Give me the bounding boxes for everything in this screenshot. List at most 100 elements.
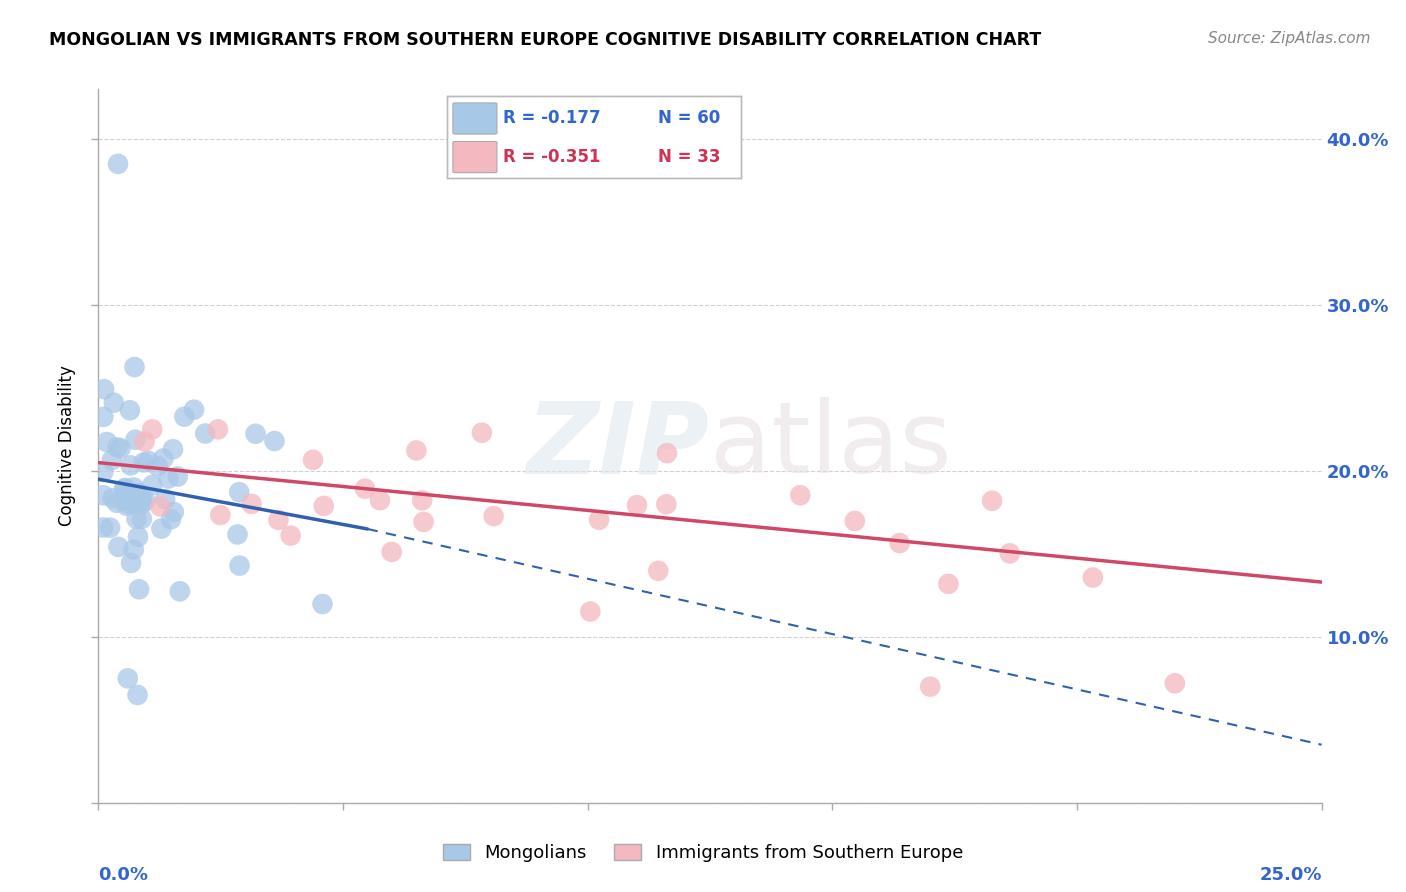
Point <box>127 530 149 544</box>
Point <box>938 577 960 591</box>
Point <box>228 485 250 500</box>
Point <box>93 382 115 396</box>
Point <box>107 540 129 554</box>
Point <box>91 488 114 502</box>
Point <box>122 481 145 495</box>
Point <box>114 481 136 495</box>
Point <box>120 458 142 473</box>
Point <box>209 508 232 522</box>
Point <box>96 434 118 449</box>
Point <box>122 542 145 557</box>
Point <box>131 512 153 526</box>
Text: atlas: atlas <box>710 398 952 494</box>
Point <box>117 671 139 685</box>
Point <box>152 451 174 466</box>
Point <box>789 488 811 502</box>
Point <box>131 497 153 511</box>
Text: 25.0%: 25.0% <box>1260 866 1322 884</box>
Point <box>124 359 146 374</box>
Point <box>136 454 159 468</box>
Point <box>153 491 176 506</box>
Point <box>150 522 173 536</box>
Point <box>412 515 434 529</box>
Point <box>166 469 188 483</box>
Point <box>1164 676 1187 690</box>
Point <box>226 527 249 541</box>
Point <box>998 546 1021 560</box>
Point <box>101 491 124 506</box>
Point <box>103 395 125 409</box>
Point <box>125 512 148 526</box>
Point <box>920 680 942 694</box>
Point <box>312 499 335 513</box>
Point <box>411 493 433 508</box>
Point <box>107 157 129 171</box>
Point <box>183 402 205 417</box>
Point <box>163 505 186 519</box>
Point <box>101 453 124 467</box>
Point <box>263 434 285 448</box>
Point <box>240 497 263 511</box>
Point <box>207 422 229 436</box>
Point <box>381 545 404 559</box>
Point <box>228 558 250 573</box>
Point <box>120 556 142 570</box>
Point <box>655 497 678 511</box>
Point <box>579 605 602 619</box>
Point <box>981 493 1004 508</box>
Point <box>146 459 169 474</box>
Point <box>160 512 183 526</box>
Text: Source: ZipAtlas.com: Source: ZipAtlas.com <box>1208 31 1371 46</box>
Point <box>173 409 195 424</box>
Point <box>280 528 302 542</box>
Legend: Mongolians, Immigrants from Southern Europe: Mongolians, Immigrants from Southern Eur… <box>436 837 970 870</box>
Point <box>626 498 648 512</box>
Point <box>157 471 180 485</box>
Point <box>91 465 114 479</box>
Point <box>588 513 610 527</box>
Point <box>471 425 494 440</box>
Point <box>115 499 138 513</box>
Point <box>482 509 505 524</box>
Text: 0.0%: 0.0% <box>98 866 149 884</box>
Point <box>131 491 153 506</box>
Point <box>127 688 149 702</box>
Point <box>105 441 128 455</box>
Point <box>194 426 217 441</box>
Point <box>112 482 135 496</box>
Point <box>105 496 128 510</box>
Point <box>114 494 136 508</box>
Point <box>655 446 678 460</box>
Y-axis label: Cognitive Disability: Cognitive Disability <box>58 366 76 526</box>
Point <box>844 514 866 528</box>
Point <box>162 442 184 457</box>
Point <box>128 486 150 500</box>
Point <box>141 478 163 492</box>
Point <box>134 493 156 508</box>
Point <box>169 584 191 599</box>
Point <box>141 422 163 436</box>
Text: ZIP: ZIP <box>527 398 710 494</box>
Point <box>889 536 911 550</box>
Point <box>149 500 172 514</box>
Point <box>110 442 132 456</box>
Point <box>91 520 114 534</box>
Point <box>245 426 267 441</box>
Point <box>132 455 155 469</box>
Point <box>354 482 377 496</box>
Point <box>368 493 391 508</box>
Point <box>405 443 427 458</box>
Point <box>311 597 333 611</box>
Point <box>267 513 290 527</box>
Point <box>128 582 150 597</box>
Point <box>124 433 146 447</box>
Point <box>91 409 114 424</box>
Point <box>114 489 136 503</box>
Point <box>1081 570 1104 584</box>
Point <box>302 453 325 467</box>
Point <box>118 403 141 417</box>
Point <box>118 497 141 511</box>
Point <box>647 564 669 578</box>
Point <box>98 521 121 535</box>
Text: MONGOLIAN VS IMMIGRANTS FROM SOUTHERN EUROPE COGNITIVE DISABILITY CORRELATION CH: MONGOLIAN VS IMMIGRANTS FROM SOUTHERN EU… <box>49 31 1042 49</box>
